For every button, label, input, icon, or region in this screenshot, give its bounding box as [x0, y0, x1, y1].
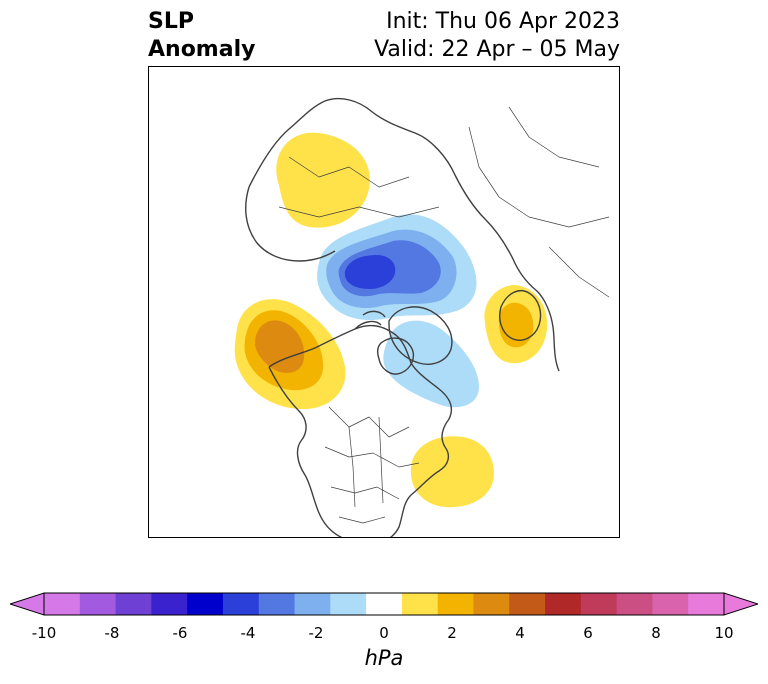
colorbar-box [151, 593, 188, 615]
colorbar-box [616, 593, 653, 615]
colorbar-tick-label: 6 [583, 624, 593, 642]
colorbar-tick-label: -4 [240, 624, 256, 642]
colorbar-box [222, 593, 260, 615]
map-title: SLP Anomaly [148, 8, 255, 64]
colorbar-tick-label: 8 [651, 624, 661, 642]
colorbar-box [294, 593, 331, 615]
colorbar-tick-label: -2 [308, 624, 324, 642]
variable-qualifier: Anomaly [148, 37, 256, 62]
anomaly-arctic-negative-4 [344, 255, 396, 289]
forecast-info: Init: Thu 06 Apr 2023 Valid: 22 Apr – 05… [374, 8, 620, 64]
colorbar-box [366, 593, 403, 615]
anomaly-shading [234, 132, 548, 508]
valid-range: Valid: 22 Apr – 05 May [374, 37, 620, 62]
colorbar [10, 592, 758, 616]
colorbar-ticks: -10 -8 -6 -4 -2 0 2 4 6 8 10 [0, 624, 768, 644]
colorbar-tick-label: -10 [31, 624, 57, 642]
anomaly-siberia-positive [276, 132, 370, 228]
colorbar-outline [43, 592, 725, 616]
colorbar-box [545, 593, 582, 615]
colorbar-tick-label: -6 [172, 624, 188, 642]
variable-name: SLP [148, 9, 194, 34]
colorbar-tick-label: 4 [515, 624, 525, 642]
colorbar-tick-label: 10 [714, 624, 734, 642]
colorbar-box [473, 593, 510, 615]
colorbar-box [187, 593, 224, 615]
colorbar-tick-label: 0 [379, 624, 389, 642]
colorbar-min-arrow [10, 592, 45, 616]
map-panel [148, 66, 620, 538]
init-date: Init: Thu 06 Apr 2023 [386, 9, 620, 34]
colorbar-box [688, 593, 725, 615]
anomaly-atlantic-positive [410, 436, 494, 508]
colorbar-max-arrow [723, 592, 758, 616]
anomaly-map [234, 97, 610, 537]
colorbar-box [509, 593, 546, 615]
colorbar-box [115, 593, 152, 615]
anomaly-alaska-positive-3 [255, 320, 305, 373]
colorbar-tick-label: 2 [447, 624, 457, 642]
colorbar-box [258, 593, 296, 615]
colorbar-box [652, 593, 689, 615]
colorbar-unit-label: hPa [364, 646, 404, 670]
colorbar-box [79, 593, 117, 615]
colorbar-box [330, 593, 367, 615]
colorbar-boxes [44, 593, 725, 615]
colorbar-box [401, 593, 439, 615]
anomaly-scandinavia-positive-2 [498, 302, 534, 348]
colorbar-tick-label: -8 [104, 624, 120, 642]
colorbar-box [44, 593, 81, 615]
colorbar-box [580, 593, 618, 615]
colorbar-box [437, 593, 474, 615]
coastlines [245, 97, 610, 537]
